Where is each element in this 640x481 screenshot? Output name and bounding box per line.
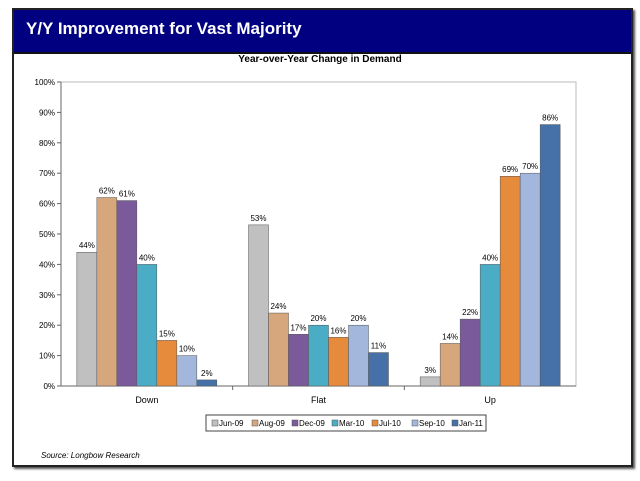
legend-label: Jan-11 — [459, 419, 483, 428]
legend-swatch — [411, 419, 419, 427]
data-label: 10% — [179, 345, 195, 354]
source-note: Source: Longbow Research — [41, 451, 140, 460]
data-label: 40% — [482, 253, 498, 262]
bar-mar-10-up — [479, 264, 501, 387]
legend-label: Sep-10 — [419, 419, 445, 428]
data-label: 15% — [159, 329, 175, 338]
data-label: 40% — [139, 253, 155, 262]
bar-aug-09-flat — [268, 312, 289, 387]
x-tick-label: Up — [484, 395, 496, 405]
data-label: 69% — [502, 165, 518, 174]
legend-label: Mar-10 — [339, 419, 365, 428]
bar-dec-09-up — [459, 318, 481, 387]
data-label: 16% — [330, 326, 346, 335]
data-label: 24% — [270, 302, 286, 311]
bar-jan-11-down — [196, 379, 218, 387]
bar-jan-11-up — [539, 124, 561, 387]
data-label: 3% — [424, 366, 436, 375]
bar-aug-09-down — [96, 197, 118, 387]
y-tick-label: 0% — [43, 382, 55, 391]
y-tick-label: 70% — [39, 169, 55, 178]
bar-jun-09-flat — [248, 224, 269, 387]
slide-title: Y/Y Improvement for Vast Majority — [26, 19, 302, 38]
bar-sep-10-up — [519, 172, 541, 387]
y-tick-label: 100% — [35, 78, 55, 87]
bar-mar-10-flat — [308, 324, 329, 387]
y-tick-label: 80% — [39, 139, 55, 148]
data-label: 62% — [99, 187, 115, 196]
data-label: 11% — [371, 342, 386, 351]
x-tick-label: Flat — [311, 395, 327, 405]
bar-jul-10-down — [156, 340, 178, 387]
bar-dec-09-flat — [288, 334, 309, 387]
legend-swatch — [331, 419, 339, 427]
bar-sep-10-down — [176, 355, 198, 387]
bar-jun-09-down — [76, 251, 98, 387]
data-label: 61% — [119, 190, 135, 199]
y-tick-label: 40% — [39, 260, 55, 269]
bar-dec-09-down — [116, 200, 138, 387]
data-label: 44% — [79, 241, 95, 250]
x-tick-label: Down — [135, 395, 158, 405]
data-label: 70% — [522, 162, 538, 171]
bar-aug-09-up — [439, 343, 461, 387]
bar-sep-10-flat — [348, 324, 369, 387]
y-tick-label: 10% — [39, 352, 55, 361]
data-label: 20% — [350, 314, 366, 323]
legend-label: Jul-10 — [379, 419, 401, 428]
data-label: 2% — [201, 369, 213, 378]
bar-jul-10-up — [499, 175, 521, 387]
y-tick-label: 90% — [39, 108, 55, 117]
legend-swatch — [251, 419, 259, 427]
chart-title: Year-over-Year Change in Demand — [238, 54, 401, 65]
legend-label: Jun-09 — [219, 419, 244, 428]
bar-jun-09-up — [419, 376, 441, 387]
y-tick-label: 60% — [39, 200, 55, 209]
bar-jan-11-flat — [368, 352, 389, 387]
legend-swatch — [451, 419, 459, 427]
data-label: 22% — [462, 308, 478, 317]
legend-swatch — [291, 419, 299, 427]
legend-swatch — [371, 419, 379, 427]
y-tick-label: 50% — [39, 230, 55, 239]
data-label: 20% — [310, 314, 326, 323]
y-tick-label: 20% — [39, 321, 55, 330]
legend-swatch — [211, 419, 219, 427]
data-label: 17% — [290, 323, 306, 332]
legend-label: Dec-09 — [299, 419, 325, 428]
legend-label: Aug-09 — [259, 419, 285, 428]
legend — [205, 414, 487, 432]
bar-jul-10-flat — [328, 337, 349, 387]
title-bar: Y/Y Improvement for Vast Majority — [14, 10, 631, 54]
bar-mar-10-down — [136, 264, 158, 387]
data-label: 53% — [250, 214, 266, 223]
y-tick-label: 30% — [39, 291, 55, 300]
data-label: 86% — [542, 114, 558, 123]
data-label: 14% — [442, 332, 458, 341]
